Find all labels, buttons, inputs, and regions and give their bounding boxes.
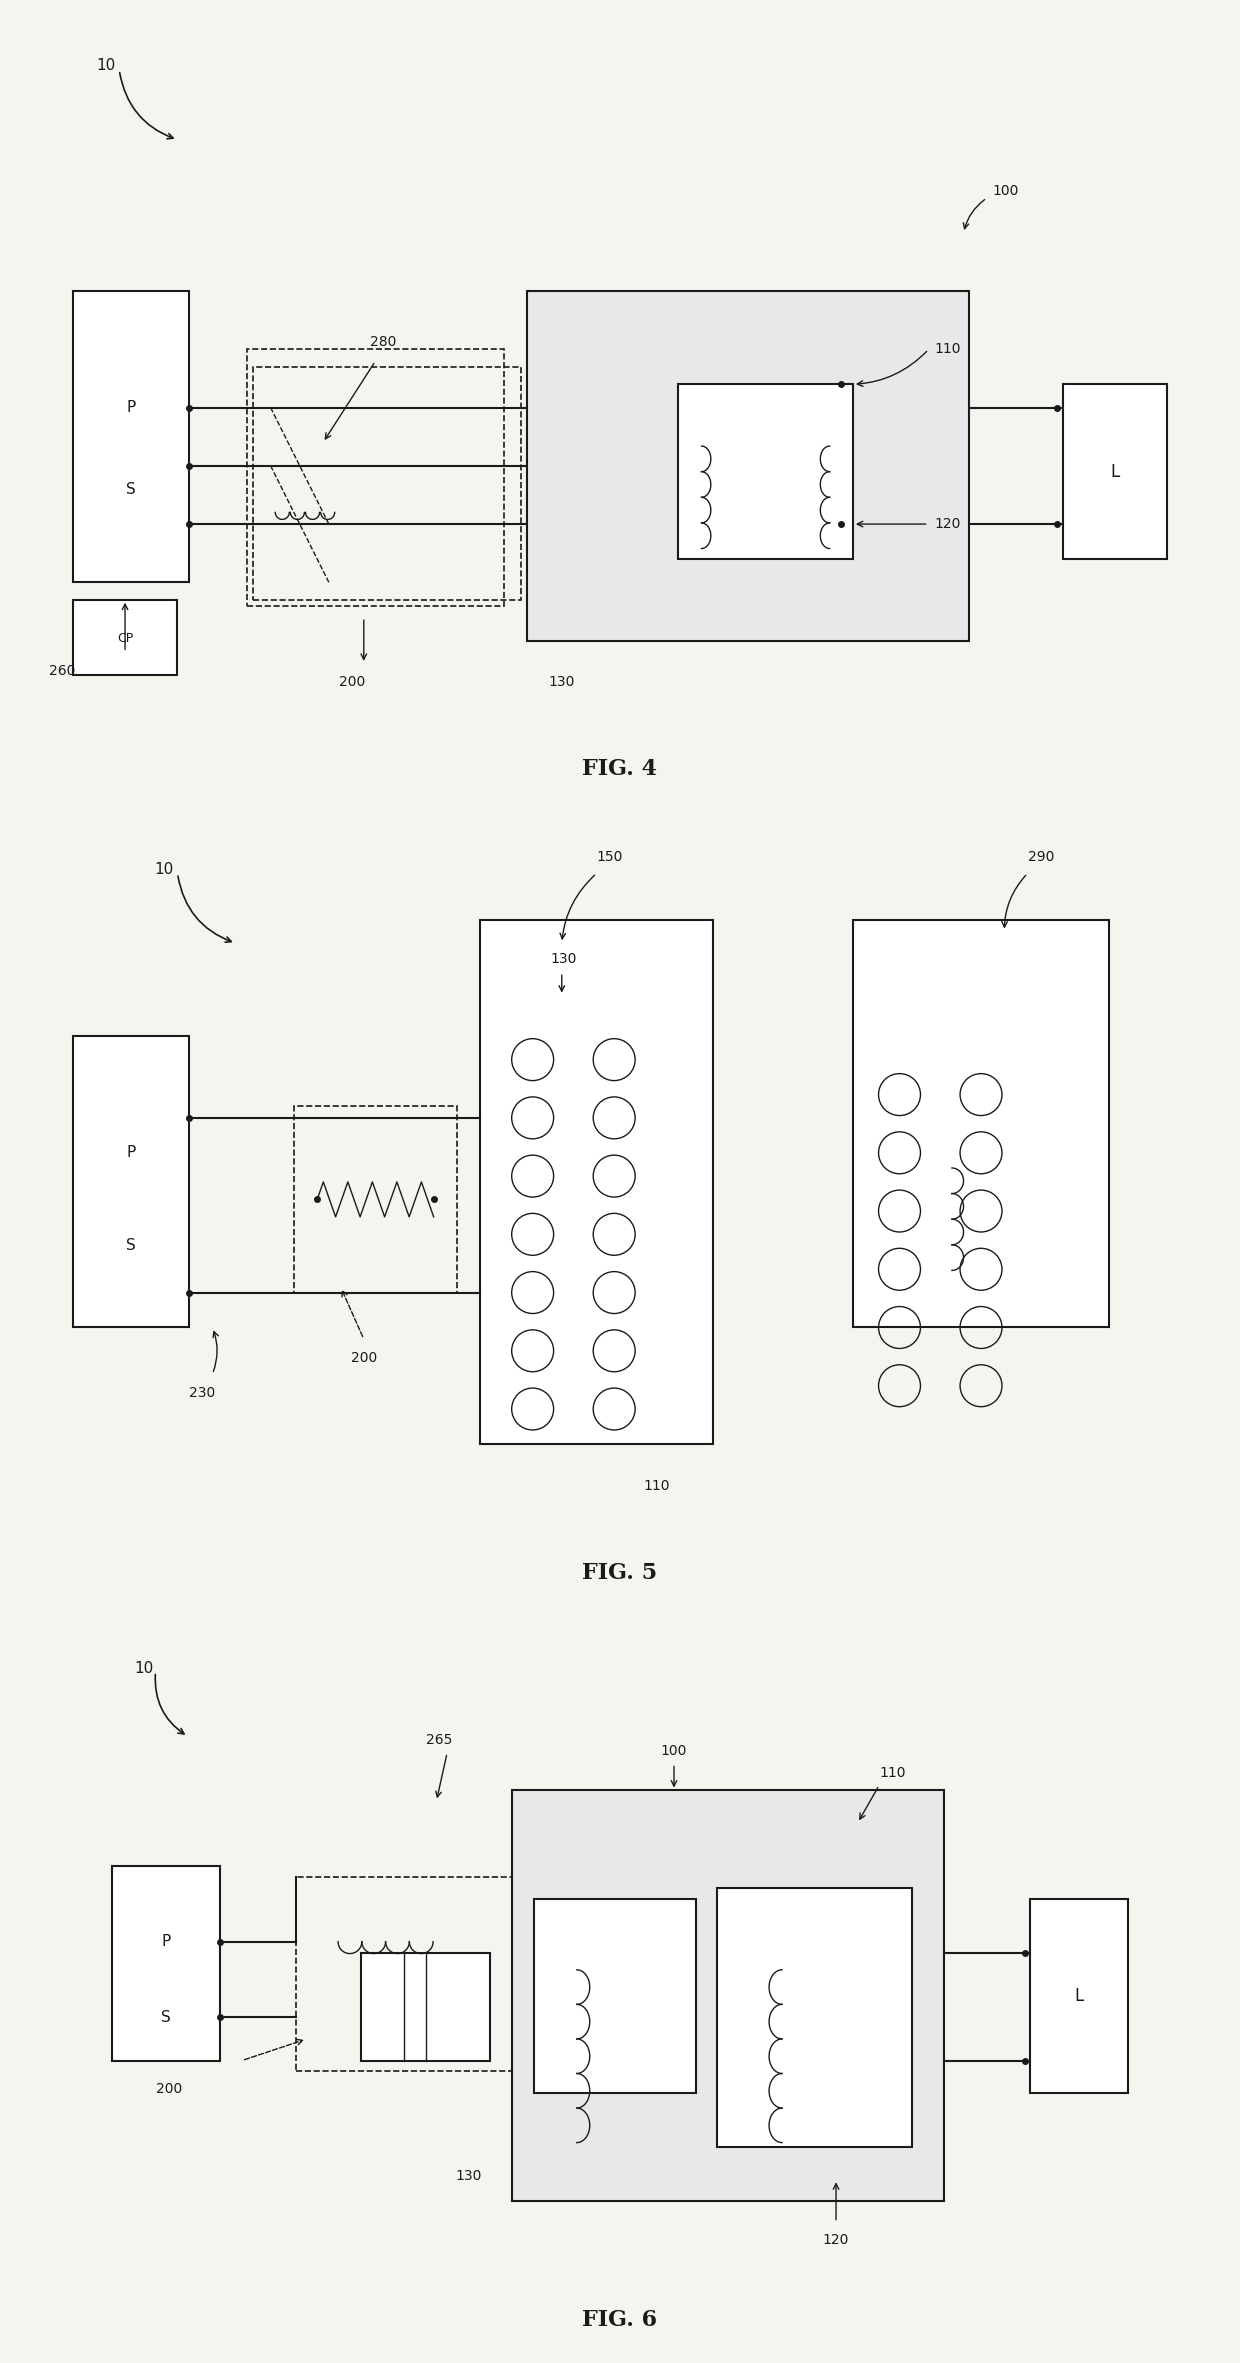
Text: 260: 260: [50, 664, 76, 678]
Text: L: L: [1110, 463, 1120, 480]
FancyBboxPatch shape: [73, 600, 177, 676]
Text: P: P: [126, 399, 135, 416]
Text: 110: 110: [879, 1765, 905, 1779]
Text: FIG. 6: FIG. 6: [583, 2309, 657, 2330]
Text: L: L: [1075, 1987, 1084, 2004]
Text: S: S: [161, 2011, 171, 2025]
FancyBboxPatch shape: [717, 1888, 911, 2148]
Text: 120: 120: [935, 517, 961, 532]
Text: 120: 120: [823, 2233, 849, 2247]
FancyBboxPatch shape: [480, 919, 713, 1444]
FancyBboxPatch shape: [73, 291, 188, 581]
Text: 100: 100: [993, 184, 1019, 198]
Text: 200: 200: [351, 1352, 377, 1366]
Text: 110: 110: [644, 1479, 670, 1493]
Text: P: P: [161, 1935, 171, 1949]
FancyBboxPatch shape: [113, 1867, 221, 2061]
Text: 10: 10: [154, 862, 174, 877]
Text: S: S: [126, 1238, 135, 1252]
FancyBboxPatch shape: [73, 1037, 188, 1328]
FancyBboxPatch shape: [853, 919, 1109, 1328]
Text: 230: 230: [188, 1385, 216, 1399]
FancyBboxPatch shape: [678, 385, 853, 560]
Text: 10: 10: [95, 59, 115, 73]
FancyBboxPatch shape: [1030, 1897, 1127, 2094]
Text: 130: 130: [548, 676, 575, 690]
Text: 110: 110: [935, 343, 961, 357]
FancyBboxPatch shape: [361, 1952, 490, 2061]
Text: 130: 130: [455, 2169, 482, 2183]
Text: 130: 130: [551, 952, 577, 966]
Text: 200: 200: [155, 2082, 182, 2096]
Text: 265: 265: [425, 1734, 451, 1746]
Text: 290: 290: [1028, 851, 1054, 865]
Text: FIG. 4: FIG. 4: [583, 759, 657, 780]
FancyBboxPatch shape: [512, 1791, 944, 2200]
Text: FIG. 5: FIG. 5: [583, 1562, 657, 1583]
Text: 280: 280: [370, 336, 396, 350]
Text: 100: 100: [661, 1744, 687, 1758]
Text: CP: CP: [117, 631, 133, 645]
FancyBboxPatch shape: [1063, 385, 1167, 560]
FancyBboxPatch shape: [533, 1897, 696, 2094]
Text: 10: 10: [134, 1661, 154, 1675]
Text: P: P: [126, 1146, 135, 1160]
FancyBboxPatch shape: [527, 291, 970, 640]
Text: S: S: [126, 482, 135, 496]
Text: 200: 200: [339, 676, 366, 690]
Text: 150: 150: [596, 851, 622, 865]
